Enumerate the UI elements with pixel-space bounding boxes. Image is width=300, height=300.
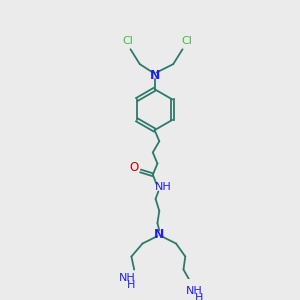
Text: O: O [130, 161, 139, 174]
Text: NH: NH [186, 286, 203, 296]
Text: NH: NH [118, 273, 135, 283]
Text: NH: NH [154, 182, 171, 192]
Text: Cl: Cl [122, 36, 133, 46]
Text: H: H [195, 293, 203, 300]
Text: H: H [127, 280, 136, 290]
Text: Cl: Cl [182, 36, 193, 46]
Text: N: N [149, 69, 160, 82]
Text: N: N [154, 228, 164, 241]
